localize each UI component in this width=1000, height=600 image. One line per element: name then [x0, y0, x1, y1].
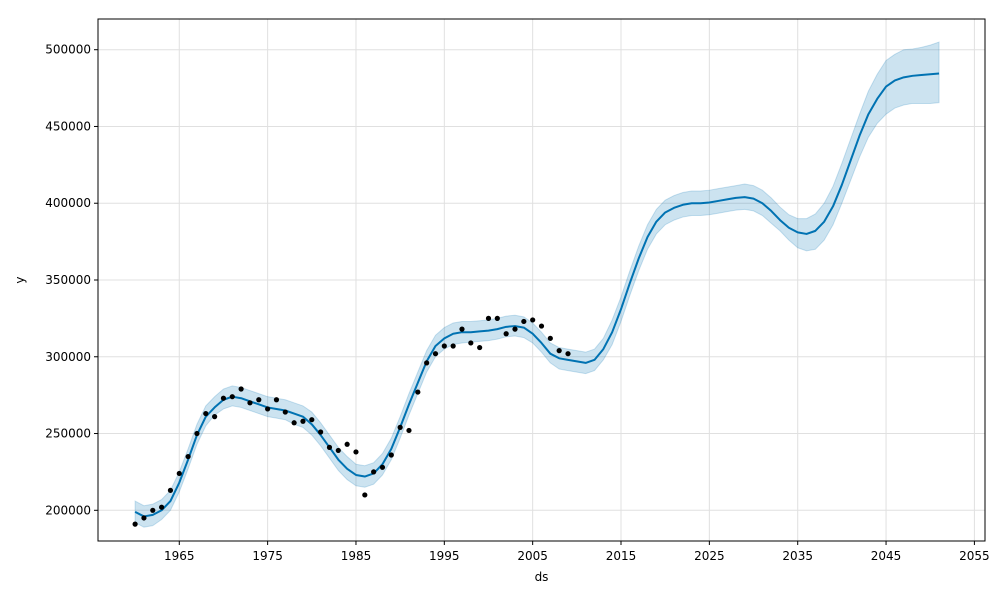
observed-point — [406, 427, 412, 434]
observed-point — [203, 410, 209, 417]
x-tick-label: 2005 — [517, 549, 548, 563]
observed-point — [185, 453, 191, 460]
grid — [98, 19, 985, 541]
observed-point — [194, 430, 200, 437]
observed-point — [388, 452, 394, 458]
forecast-line-layer — [134, 72, 940, 518]
y-axis-ticks: 200000 250000 300000 350000 400000 450000 5000… — [45, 43, 98, 517]
x-tick-label: 1995 — [429, 549, 460, 563]
x-tick-label: 1975 — [252, 549, 283, 563]
observed-point — [397, 424, 403, 430]
observed-point — [326, 444, 333, 450]
observed-point — [556, 348, 562, 354]
observed-point — [220, 395, 227, 401]
observed-point — [538, 323, 545, 329]
observed-point — [150, 507, 156, 513]
observed-point — [247, 400, 253, 406]
y-tick-label: 300000 — [45, 350, 91, 364]
observed-point — [485, 315, 492, 321]
observed-point — [362, 492, 368, 498]
observed-point — [494, 315, 500, 321]
observed-point — [512, 326, 518, 332]
y-tick-label: 400000 — [45, 196, 91, 210]
observed-point — [238, 386, 244, 392]
observed-point — [335, 447, 341, 454]
observed-point — [141, 515, 147, 521]
observed-point — [415, 389, 421, 395]
x-tick-label: 2035 — [782, 549, 813, 563]
observed-point — [371, 469, 377, 475]
observed-point — [521, 318, 527, 325]
observed-point — [565, 351, 571, 357]
x-axis-ticks: 1965 1975 1985 1995 2005 2015 2025 2035 2045 2055 — [164, 541, 990, 563]
observed-point — [282, 409, 288, 415]
observed-point — [450, 343, 456, 349]
x-tick-label: 2045 — [871, 549, 902, 563]
y-tick-label: 250000 — [45, 427, 91, 441]
x-tick-label: 1965 — [164, 549, 195, 563]
forecast-line — [134, 72, 940, 518]
observed-point — [530, 317, 536, 323]
observed-point — [379, 464, 386, 470]
observed-point — [424, 360, 430, 366]
observed-point — [132, 521, 138, 527]
x-axis-label: ds — [535, 570, 549, 584]
observed-point — [176, 470, 182, 477]
y-tick-label: 500000 — [45, 43, 91, 57]
observed-point — [441, 343, 447, 349]
uncertainty-interval — [134, 41, 940, 528]
observed-point — [159, 504, 165, 510]
y-tick-label: 350000 — [45, 273, 91, 287]
uncertainty-interval-layer — [134, 41, 940, 528]
observed-point — [432, 351, 439, 357]
y-tick-label: 450000 — [45, 119, 91, 133]
observed-point — [503, 331, 509, 337]
observed-point — [300, 418, 306, 424]
x-tick-label: 1985 — [341, 549, 372, 563]
observed-point — [459, 326, 465, 332]
observed-point — [273, 397, 280, 403]
observed-point — [547, 335, 553, 341]
observed-point — [318, 429, 324, 435]
observed-point — [353, 449, 359, 455]
y-axis-label: y — [13, 276, 27, 283]
observed-point — [309, 417, 315, 423]
observed-point — [167, 487, 174, 493]
observed-point — [344, 441, 350, 447]
observed-point — [291, 420, 297, 426]
observed-point — [477, 344, 483, 351]
y-tick-label: 200000 — [45, 503, 91, 517]
observed-point — [212, 414, 218, 420]
observed-point — [468, 340, 474, 346]
observed-points-layer — [132, 315, 571, 527]
x-tick-label: 2015 — [606, 549, 637, 563]
observed-point — [256, 397, 262, 403]
observed-point — [229, 394, 235, 400]
x-tick-label: 2055 — [959, 549, 990, 563]
x-tick-label: 2025 — [694, 549, 725, 563]
observed-point — [265, 406, 271, 412]
